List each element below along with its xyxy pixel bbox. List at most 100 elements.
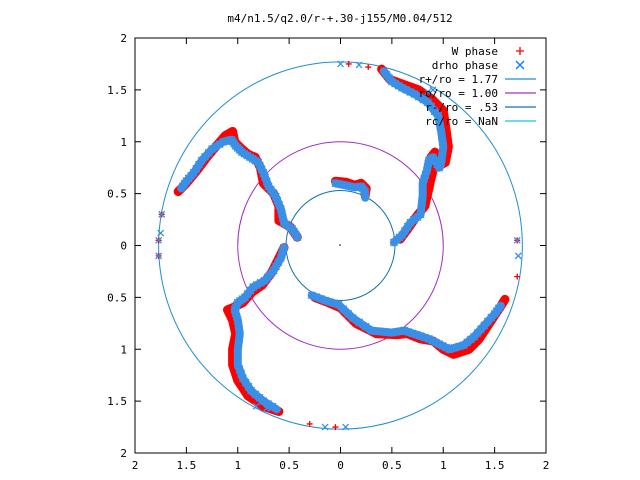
series-1-arm-point xyxy=(416,332,425,341)
series-1-arm-point xyxy=(233,298,242,307)
series-0-point xyxy=(332,424,339,431)
series-1-arm-point xyxy=(244,382,253,391)
series-1-arm-point xyxy=(231,303,240,312)
series-1-arm-point xyxy=(420,175,429,183)
series-1-point xyxy=(158,210,166,218)
x-tick-label: 1.5 xyxy=(176,459,196,472)
legend-swatch xyxy=(516,47,524,55)
series-1-arm-point xyxy=(264,399,272,408)
series-1-arm-point xyxy=(423,98,432,107)
x-tick-label: 0 xyxy=(337,459,344,472)
series-1-arm-point xyxy=(321,296,330,305)
series-1-arm-point xyxy=(264,182,273,191)
series-1-arm-point xyxy=(272,262,280,271)
series-1-arm-point xyxy=(361,322,370,331)
y-tick-label: 1.5 xyxy=(107,395,127,408)
legend-label: drho phase xyxy=(432,59,498,72)
series-1-arm-point xyxy=(259,397,268,406)
series-1-arm-point xyxy=(412,330,421,339)
series-1-arm-point xyxy=(278,214,287,223)
series-0-arm-point xyxy=(223,305,232,314)
axis-ticks: 2 1.5 1 0.5 0 0.5 1 1.5 221.510.500.511.52 xyxy=(107,32,549,472)
series-1-arm-point xyxy=(275,200,284,209)
y-tick-label: 0.5 xyxy=(107,188,127,201)
series-1-arm-point xyxy=(237,370,246,378)
series-1-arm-point xyxy=(238,374,247,383)
series-0-arm-point xyxy=(464,345,473,354)
series-0-arm-point xyxy=(435,102,444,111)
series-1-arm-point xyxy=(404,328,413,336)
series-1-arm-point xyxy=(197,156,206,165)
y-tick-label: 1 xyxy=(120,343,127,356)
series-1-point xyxy=(155,236,163,244)
series-1-arm-point xyxy=(400,326,409,335)
series-1-arm-point xyxy=(367,326,376,335)
legend-label: ro/ro = 1.00 xyxy=(419,87,498,100)
series-1 xyxy=(155,60,522,431)
y-tick-label: 0 xyxy=(120,240,127,253)
series-1-arm-point xyxy=(374,327,383,336)
series-1-arm-point xyxy=(256,278,265,287)
series-1-point xyxy=(155,252,163,260)
series-1-arm-point xyxy=(274,258,283,267)
series-1-arm-point xyxy=(430,107,439,116)
y-tick-label: 1 xyxy=(120,136,127,149)
series-1-arm-point xyxy=(307,291,316,300)
series-1-point xyxy=(263,404,270,412)
series-0-point xyxy=(345,60,352,67)
series-1-arm-point xyxy=(381,328,390,336)
series-1-arm-point xyxy=(192,164,201,173)
series-0-arm-point xyxy=(439,106,448,115)
series-1-arm-point xyxy=(260,276,269,285)
x-tick-label: 1 xyxy=(234,459,241,472)
series-1-arm-point xyxy=(178,182,187,191)
series-1-arm-point xyxy=(394,81,403,90)
series-1-arm-point xyxy=(271,192,280,201)
series-1-arm-point xyxy=(312,293,321,302)
series-0-point xyxy=(514,273,521,280)
legend-label: rc/ro = NaN xyxy=(425,115,498,128)
series-1-arm-point xyxy=(445,345,454,354)
circle-0 xyxy=(158,61,523,430)
series-1-arm-point xyxy=(348,314,357,323)
x-tick-label: 0.5 xyxy=(279,459,299,472)
series-1-arm-point xyxy=(398,231,407,240)
series-1-arm-point xyxy=(215,140,224,149)
series-1-arm-point xyxy=(325,297,334,306)
series-1-arm-point xyxy=(268,402,277,411)
series-1-arm-point xyxy=(434,111,443,120)
series-1-point xyxy=(321,423,329,431)
series-1-arm-point xyxy=(330,299,339,308)
series-1-arm-point xyxy=(269,189,278,198)
y-tick-label: 2 xyxy=(120,447,127,460)
origin-dot xyxy=(339,244,341,246)
series-1-arm-point xyxy=(241,378,250,387)
series-1-arm-point xyxy=(262,177,271,186)
series-1-arm-point xyxy=(227,135,236,144)
series-1-arm-point xyxy=(222,137,230,146)
series-1-arm-point xyxy=(400,226,409,235)
x-tick-label: 2 xyxy=(543,459,550,472)
legend-label: W phase xyxy=(452,45,498,58)
series-1-arm-point xyxy=(419,95,428,104)
series-1-arm-point xyxy=(429,153,437,162)
series-1-arm-point xyxy=(418,179,427,188)
y-tick-label: 1.5 xyxy=(107,84,127,97)
series-1-arm-point xyxy=(361,189,370,198)
series-1-arm-point xyxy=(455,342,464,351)
series-1-arm-point xyxy=(402,85,411,94)
series-1-point xyxy=(355,61,363,69)
series-1-arm-point xyxy=(406,87,415,96)
series-0-point xyxy=(306,420,313,427)
series-1-arm-point xyxy=(276,253,285,262)
x-tick-label: 2 xyxy=(132,459,139,472)
y-tick-label: 0.5 xyxy=(107,291,127,304)
series-1-point xyxy=(514,252,522,260)
legend-swatch xyxy=(515,60,525,70)
series-1-arm-point xyxy=(403,222,412,231)
series-1-arm-point xyxy=(417,204,426,212)
series-1-arm-point xyxy=(219,137,228,146)
legend-label: r+/ro = 1.77 xyxy=(419,73,498,86)
